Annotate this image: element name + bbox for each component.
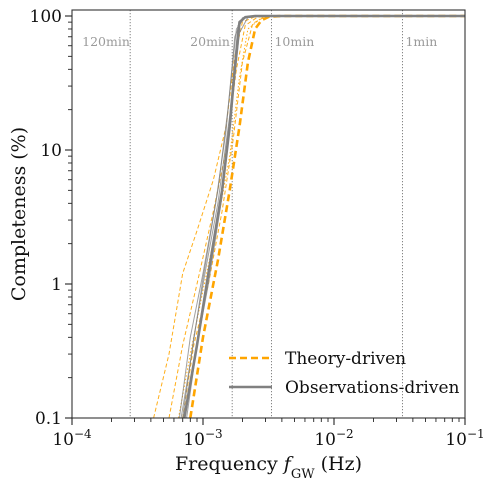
legend-label-theory: Theory-driven (285, 349, 406, 369)
y-tick-label-2: 10 (40, 141, 62, 161)
vline-label-10min: 10min (274, 34, 314, 49)
x-axis-label: Frequency fGW (Hz) (175, 453, 362, 482)
vline-label-120min: 120min (82, 34, 130, 49)
vline-annotations: 120min 20min 10min 1min (82, 34, 437, 49)
legend-label-observations: Observations-driven (285, 378, 460, 398)
vertical-reference-lines (129, 10, 403, 418)
vline-label-1min: 1min (405, 34, 437, 49)
x-tick-label-1: 10−3 (183, 427, 222, 450)
series-group (153, 14, 465, 418)
vline-label-20min: 20min (190, 34, 230, 49)
legend: Theory-driven Observations-driven (229, 349, 460, 398)
x-tick-label-3: 10−1 (445, 427, 484, 450)
x-tick-label-2: 10−2 (314, 427, 353, 450)
y-tick-label-0: 0.1 (35, 409, 62, 429)
y-tick-label-3: 100 (30, 7, 62, 27)
x-tick-label-0: 10−4 (52, 427, 92, 450)
y-tick-label-1: 1 (51, 275, 62, 295)
series-lines (153, 14, 465, 418)
axis-ticks: 10−4 10−3 10−2 10−1 0.1 1 10 100 (30, 7, 485, 450)
series-line-9 (183, 14, 465, 418)
y-axis-label: Completeness (%) (8, 127, 30, 301)
plot-frame (71, 9, 466, 419)
